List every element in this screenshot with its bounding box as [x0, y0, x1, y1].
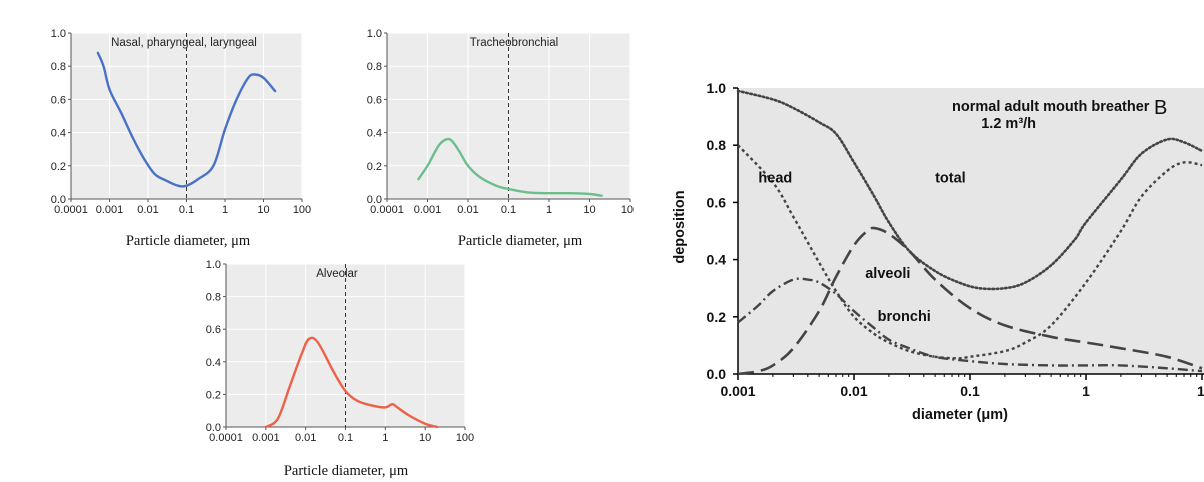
- panel-b: 0.0 0.2 0.4 0.6 0.8 1.0 0.001 0.01 0.1 1 10 total he…: [634, 46, 1204, 438]
- alveolar-xlabel: Particle diameter, μm: [284, 463, 409, 479]
- alveolar-ytick-label-3: 0.6: [206, 324, 221, 336]
- tracheo-series-line-0: [417, 137, 603, 197]
- nasal-xtick-label-4: 1: [222, 204, 228, 216]
- b-ytick-label-2: 0.4: [707, 252, 727, 268]
- b-series-label-alveoli: alveoli: [865, 266, 910, 282]
- b-ytick-label-4: 0.8: [707, 137, 727, 153]
- alveolar-ytick-label-5: 1.0: [206, 259, 221, 271]
- tracheobronchial-chart: 0.00.20.40.60.81.00.0001 0.001 0.01 0.1 1 10 1…: [367, 28, 639, 249]
- tracheobronchial-panel: 0.0 0.2 0.4 0.6 0.8 1.0 0.0001 0.001 0.01 0.1 1 10 1…: [336, 13, 666, 259]
- nasal-xlabel: Particle diameter, μm: [126, 233, 251, 249]
- b-series-total: [736, 89, 1204, 291]
- b-series-label-head: head: [758, 170, 792, 186]
- b-xtick-label-3: 1: [1082, 383, 1090, 399]
- alveolar-xtick-label-4: 1: [382, 432, 388, 444]
- b-ytick-label-5: 1.0: [707, 80, 727, 96]
- alveolar-xtick-label-6: 100: [456, 432, 474, 444]
- b-ytick-label-0: 0.0: [707, 366, 727, 382]
- nasal-panel: 0.0 0.2 0.4 0.6 0.8 1.0 0.0001 0.001 0.01 0.1 1 10 1…: [10, 13, 336, 259]
- nasal-xtick-label-2: 0.01: [137, 204, 158, 216]
- nasal-ytick-label-0: 0.0: [51, 194, 66, 206]
- tracheo-ytick-label-5: 1.0: [367, 28, 382, 40]
- nasal-xtick-label-5: 10: [257, 204, 269, 216]
- b-ytick-label-1: 0.2: [707, 309, 727, 325]
- alveolar-panel: 0.0 0.2 0.4 0.6 0.8 1.0 0.0001 0.001 0.01 0.1 1 10 1…: [175, 259, 520, 482]
- alveolar-xtick-label-0: 0.0001: [209, 432, 243, 444]
- nasal-xtick-label-6: 100: [293, 204, 311, 216]
- nasal-ytick-label-1: 0.2: [51, 161, 66, 173]
- alveolar-chart: 0.0 0.2 0.4 0.6 0.8 1.0 0.0001 0.001 0.01 0.1 1 10 1…: [206, 259, 474, 479]
- b-ytick-label-3: 0.6: [707, 194, 727, 210]
- b-xtick-label-0: 0.001: [720, 383, 755, 399]
- alveolar-ytick-label-2: 0.4: [206, 357, 221, 369]
- tracheo-xtick-label-2: 0.01: [457, 204, 478, 216]
- alveolar-ytick-label-4: 0.8: [206, 292, 221, 304]
- alveolar-ytick-label-0: 0.0: [206, 422, 221, 434]
- nasal-xtick-label-0: 0.0001: [54, 204, 88, 216]
- nasal-ytick-label-5: 1.0: [51, 28, 66, 40]
- b-ylabel: deposition: [672, 190, 688, 263]
- nasal-title: Nasal, pharyngeal, laryngeal: [111, 37, 257, 49]
- b-series-label-bronchi: bronchi: [878, 309, 931, 325]
- alveolar-xtick-label-1: 0.001: [252, 432, 280, 444]
- alveolar-xtick-label-3: 0.1: [338, 432, 353, 444]
- nasal-chart: 0.0 0.2 0.4 0.6 0.8 1.0 0.0001 0.001 0.01 0.1 1 10 1…: [51, 28, 311, 249]
- tracheo-ytick-label-1: 0.2: [367, 161, 382, 173]
- alveolar-xtick-label-5: 10: [419, 432, 431, 444]
- tracheo-ytick-label-0: 0.0: [367, 194, 382, 206]
- nasal-ytick-label-3: 0.6: [51, 94, 66, 106]
- b-annotation-line2: 1.2 m³/h: [981, 116, 1036, 132]
- b-xtick-label-1: 0.01: [840, 383, 867, 399]
- tracheo-title: Tracheobronchial: [470, 37, 558, 49]
- tracheo-xtick-label-5: 10: [583, 204, 595, 216]
- tracheo-xtick-label-0: 0.0001: [370, 204, 404, 216]
- alveolar-series-line-0: [264, 336, 439, 429]
- b-panel-label: B: [1154, 97, 1167, 119]
- b-annotation-line1: normal adult mouth breather: [952, 99, 1150, 115]
- nasal-ytick-label-2: 0.4: [51, 128, 66, 140]
- tracheo-ytick-label-3: 0.6: [367, 94, 382, 106]
- b-series-head: [737, 144, 1203, 360]
- tracheo-xtick-label-3: 0.1: [501, 204, 516, 216]
- tracheo-xtick-label-1: 0.001: [414, 204, 442, 216]
- tracheo-xtick-label-4: 1: [546, 204, 552, 216]
- nasal-ytick-label-4: 0.8: [51, 61, 66, 73]
- tracheo-xlabel: Particle diameter, μm: [458, 233, 583, 249]
- tracheo-ytick-label-4: 0.8: [367, 61, 382, 73]
- b-xtick-label-4: 10: [1197, 383, 1204, 399]
- nasal-series-line-0: [96, 51, 277, 188]
- deposition-chart: 0.0 0.2 0.4 0.6 0.8 1.0 0.001 0.01 0.1 1 10 total he…: [672, 80, 1204, 423]
- tracheo-ytick-label-2: 0.4: [367, 128, 382, 140]
- b-series-label-total: total: [935, 170, 966, 186]
- nasal-xtick-label-1: 0.001: [96, 204, 124, 216]
- b-xtick-label-2: 0.1: [960, 383, 980, 399]
- alveolar-title: Alveolar: [316, 268, 358, 280]
- b-xlabel: diameter (μm): [912, 407, 1008, 423]
- alveolar-xtick-label-2: 0.01: [295, 432, 316, 444]
- b-plot-area: [738, 88, 1204, 374]
- nasal-xtick-label-3: 0.1: [179, 204, 194, 216]
- alveolar-ytick-label-1: 0.2: [206, 389, 221, 401]
- b-series-bronchi: [737, 277, 1203, 373]
